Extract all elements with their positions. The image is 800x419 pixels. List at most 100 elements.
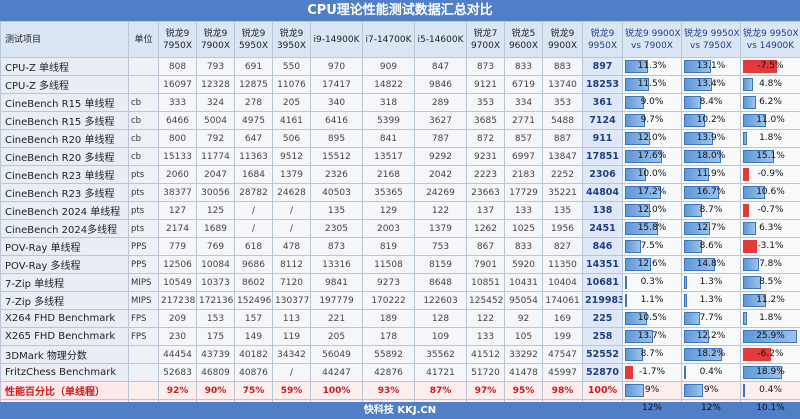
cell-value: 178: [362, 327, 415, 346]
cell-comparison: 1.3%: [681, 273, 741, 292]
cell-value: 2047: [196, 165, 235, 184]
comparison-label: 11.2%: [756, 295, 785, 305]
comparison-label: 10.1%: [756, 403, 785, 413]
cell-value: 10084: [196, 255, 235, 274]
cell-value: 9292: [414, 147, 467, 166]
cell-value: 12328: [196, 75, 235, 94]
cell-value: 6997: [504, 147, 543, 166]
row-unit: cb: [128, 129, 159, 148]
cell-comparison: 13.4%: [681, 75, 741, 94]
cell-value: 8159: [414, 255, 467, 274]
cell-value: 113: [272, 309, 311, 328]
cell-value: 11076: [272, 75, 311, 94]
cell-comparison: 10.2%: [681, 111, 741, 130]
table-row: X264 FHD Benchmark FPS 209 153 157 113 221 189 1…: [0, 309, 800, 328]
cell-comparison: 8.4%: [681, 93, 741, 112]
comparison-label: 15.8%: [637, 223, 667, 233]
comparison-label: 7.8%: [759, 259, 782, 269]
bar-positive: [743, 330, 797, 343]
cell-comparison: 16.7%: [681, 183, 741, 202]
bar-positive: [625, 150, 662, 163]
row-label: CPU-Z 多线程: [0, 75, 129, 94]
row-label: POV-Ray 单线程: [0, 237, 129, 256]
cell-value: 189: [362, 309, 415, 328]
cell-value: 138: [582, 201, 623, 220]
cell-comparison: 1.1%: [622, 291, 682, 310]
cell-value: 5004: [196, 111, 235, 130]
cell-comparison: 18.2%: [681, 345, 741, 364]
comparison-label: 11.9%: [696, 169, 726, 179]
bar-positive: [684, 348, 722, 361]
cell-value: 129: [362, 201, 415, 220]
comparison-label: -6.2%: [757, 349, 784, 359]
cell-comparison: 7.8%: [740, 255, 800, 274]
cell-value: 3627: [414, 111, 467, 130]
cell-value: 45997: [542, 363, 583, 382]
cell-value: 10431: [504, 273, 543, 292]
cell-comparison: 14.8%: [681, 255, 741, 274]
bar-positive: [743, 114, 766, 127]
cell-value: 6466: [158, 111, 197, 130]
comparison-label: 10.6%: [756, 187, 785, 197]
comparison-label: 8.5%: [759, 277, 782, 287]
cell-value: 40876: [234, 363, 273, 382]
cell-value: 11350: [542, 255, 583, 274]
comparison-label: 0.4%: [699, 367, 723, 377]
bar-positive: [743, 96, 756, 109]
comparison-label: 12.0%: [637, 133, 667, 143]
cell-value: 618: [234, 237, 273, 256]
cell-value: 819: [362, 237, 415, 256]
cell-value: 105: [504, 327, 543, 346]
cell-value: 10681: [582, 273, 623, 292]
cell-value: 40503: [310, 183, 363, 202]
bar-positive: [625, 384, 644, 397]
bar-positive: [743, 222, 757, 235]
cell-value: 175: [196, 327, 235, 346]
cell-value: 135: [542, 201, 583, 220]
bar-positive: [684, 186, 719, 199]
bar-negative: [743, 60, 778, 73]
row-unit: [128, 381, 159, 400]
cell-value: 9686: [234, 255, 273, 274]
row-label: CineBench R20 单线程: [0, 129, 129, 148]
cell-value: 15133: [158, 147, 197, 166]
cell-value: 169: [542, 309, 583, 328]
table-row: 3DMark 物理分数 44454 43739 40182 34342 56049 5589…: [0, 345, 800, 364]
cell-value: 895: [310, 129, 363, 148]
bar-positive: [684, 114, 706, 127]
row-unit: cb: [128, 111, 159, 130]
bar-negative: [743, 240, 758, 253]
cell-value: 353: [542, 93, 583, 112]
cell-value: 14351: [582, 255, 623, 274]
cell-value: 911: [582, 129, 623, 148]
cell-comparison: 18.0%: [681, 147, 741, 166]
bar-positive: [743, 276, 761, 289]
table-row: CineBench 2024 单线程 pts 127 125//135 129 122 13…: [0, 201, 800, 220]
row-unit: FPS: [128, 309, 159, 328]
header-cpu: 锐龙5 9600X: [504, 21, 543, 58]
bar-positive: [684, 96, 702, 109]
cell-value: 122603: [414, 291, 467, 310]
cell-value: 209: [158, 309, 197, 328]
cell-value: 100%: [310, 381, 363, 400]
cell-comparison: 12.0%: [622, 129, 682, 148]
cell-value: 75%: [234, 381, 273, 400]
comparison-label: 1.8%: [759, 133, 782, 143]
comparison-label: 18.0%: [696, 151, 726, 161]
cell-value: 2451: [582, 219, 623, 238]
cell-value: 318: [362, 93, 415, 112]
header-cpu: i5-14600K: [414, 21, 467, 58]
cell-value: 133: [466, 327, 505, 346]
cell-value: 95%: [504, 381, 543, 400]
bar-positive: [684, 204, 703, 217]
cell-comparison: 10.1%: [740, 399, 800, 418]
comparison-label: 1.1%: [640, 295, 664, 305]
bar-positive: [743, 150, 775, 163]
cell-value: /: [272, 201, 311, 220]
cell-value: 95054: [504, 291, 543, 310]
cell-value: 2305: [310, 219, 363, 238]
cell-value: 24628: [272, 183, 311, 202]
bar-positive: [684, 384, 703, 397]
page-title: CPU理论性能测试数据汇总对比: [0, 0, 800, 21]
cell-comparison: -6.2%: [740, 345, 800, 364]
